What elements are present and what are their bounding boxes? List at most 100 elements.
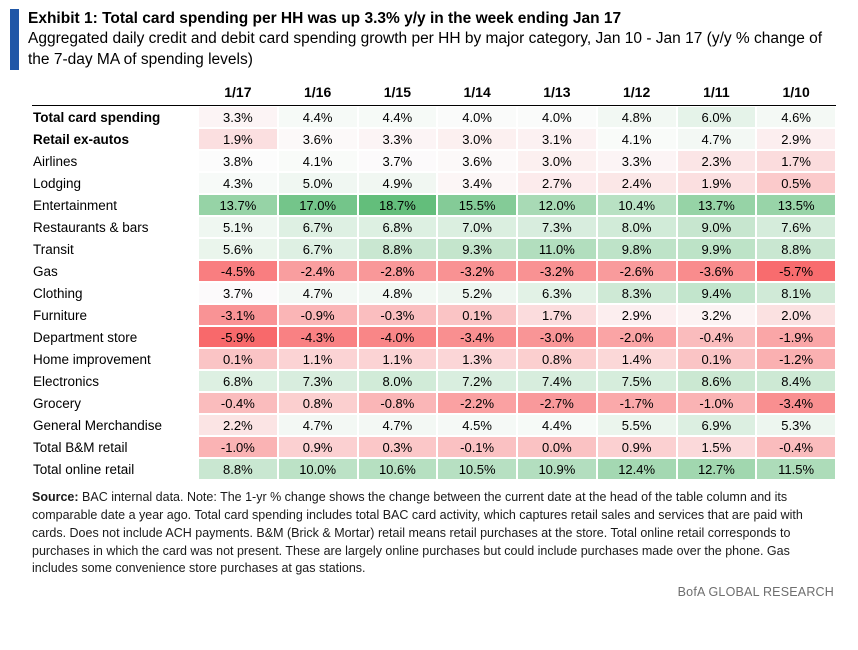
column-header: 1/15 <box>383 84 411 101</box>
column-header: 1/17 <box>224 84 252 101</box>
value-cell: 7.3% <box>278 371 357 392</box>
value-cell: 13.7% <box>677 195 756 216</box>
value-cell: 4.0% <box>518 107 596 128</box>
value-cell: -0.3% <box>358 305 437 326</box>
table-row: Total online retail 8.8% 10.0% 10.6% 10.5% 10… <box>32 458 836 480</box>
value-cell: 12.4% <box>597 459 676 480</box>
table-row: Entertainment 13.7% 17.0% 18.7% 15.5% 12.0% 10… <box>32 194 836 216</box>
value-cell: -1.0% <box>677 393 756 414</box>
column-header: 1/10 <box>782 84 810 101</box>
value-cell: 4.7% <box>677 129 756 150</box>
corner-cell <box>32 80 198 105</box>
value-cell: 0.1% <box>677 349 756 370</box>
value-cell: 9.3% <box>438 239 516 260</box>
value-cell: 10.4% <box>597 195 676 216</box>
value-cell: 2.9% <box>757 129 835 150</box>
value-cell: 3.7% <box>358 151 437 172</box>
column-header: 1/11 <box>703 84 730 101</box>
value-cell: 0.8% <box>278 393 357 414</box>
column-header: 1/14 <box>463 84 491 101</box>
source-label: Source: <box>32 490 79 505</box>
value-cell: 9.9% <box>677 239 756 260</box>
value-cell: 6.0% <box>677 107 756 128</box>
value-cell: 2.9% <box>597 305 676 326</box>
table-row: Transit 5.6% 6.7% 8.8% 9.3% 11.0% 9.8% 9.9% 8.8% <box>32 238 836 260</box>
value-cell: 7.5% <box>597 371 676 392</box>
value-cell: 8.0% <box>358 371 437 392</box>
value-cell: -1.9% <box>757 327 835 348</box>
value-cell: 9.4% <box>677 283 756 304</box>
value-cell: 4.7% <box>358 415 437 436</box>
table-row: Total card spending 3.3% 4.4% 4.4% 4.0% 4.0% 4… <box>32 106 836 128</box>
value-cell: 4.8% <box>358 283 437 304</box>
value-cell: 5.6% <box>199 239 277 260</box>
value-cell: -4.3% <box>278 327 357 348</box>
table-row: Retail ex-autos 1.9% 3.6% 3.3% 3.0% 3.1% 4.1% 4… <box>32 128 836 150</box>
value-cell: -2.7% <box>518 393 596 414</box>
table-row: Lodging 4.3% 5.0% 4.9% 3.4% 2.7% 2.4% 1.9% 0.5% <box>32 172 836 194</box>
brand-mark: BofA GLOBAL RESEARCH <box>677 585 834 600</box>
table-row: Furniture -3.1% -0.9% -0.3% 0.1% 1.7% 2.9% 3.2%… <box>32 304 836 326</box>
value-cell: -0.9% <box>278 305 357 326</box>
value-cell: 4.1% <box>597 129 676 150</box>
row-label: Airlines <box>33 154 78 170</box>
value-cell: 3.0% <box>518 151 596 172</box>
value-cell: 6.9% <box>677 415 756 436</box>
value-cell: 5.2% <box>438 283 516 304</box>
value-cell: 7.3% <box>518 217 596 238</box>
value-cell: -0.1% <box>438 437 516 458</box>
value-cell: -2.0% <box>597 327 676 348</box>
row-label: Gas <box>33 264 58 280</box>
value-cell: 10.0% <box>278 459 357 480</box>
value-cell: 1.9% <box>677 173 756 194</box>
exhibit-accent-bar <box>10 9 19 71</box>
row-label: Furniture <box>33 308 88 324</box>
value-cell: 12.0% <box>518 195 596 216</box>
row-label: Electronics <box>33 374 100 390</box>
value-cell: 1.3% <box>438 349 516 370</box>
table-row: Total B&M retail -1.0% 0.9% 0.3% -0.1% 0.0% 0.… <box>32 436 836 458</box>
table-header: 1/17 1/16 1/15 1/14 1/13 1/12 1/11 1/10 <box>32 80 836 107</box>
exhibit-header: Exhibit 1: Total card spending per HH wa… <box>10 9 844 71</box>
value-cell: -0.8% <box>358 393 437 414</box>
value-cell: 2.2% <box>199 415 277 436</box>
row-label: Total B&M retail <box>33 440 128 456</box>
row-label: Transit <box>33 242 74 258</box>
value-cell: 1.1% <box>278 349 357 370</box>
value-cell: 3.3% <box>597 151 676 172</box>
value-cell: 6.8% <box>358 217 437 238</box>
value-cell: -4.0% <box>358 327 437 348</box>
value-cell: -0.4% <box>677 327 756 348</box>
row-label: Clothing <box>33 286 83 302</box>
value-cell: 4.4% <box>518 415 596 436</box>
exhibit-title: Exhibit 1: Total card spending per HH wa… <box>28 10 622 27</box>
value-cell: 3.0% <box>438 129 516 150</box>
value-cell: 0.9% <box>597 437 676 458</box>
row-label: Restaurants & bars <box>33 220 149 236</box>
value-cell: -1.2% <box>757 349 835 370</box>
value-cell: 0.3% <box>358 437 437 458</box>
value-cell: 3.1% <box>518 129 596 150</box>
value-cell: -2.8% <box>358 261 437 282</box>
table-row: Clothing 3.7% 4.7% 4.8% 5.2% 6.3% 8.3% 9.4% 8.1% <box>32 282 836 304</box>
value-cell: -3.6% <box>677 261 756 282</box>
value-cell: 1.7% <box>757 151 835 172</box>
value-cell: 6.8% <box>199 371 277 392</box>
spending-heatmap-table: 1/17 1/16 1/15 1/14 1/13 1/12 1/11 1/10 Total c… <box>32 80 836 480</box>
value-cell: 5.3% <box>757 415 835 436</box>
value-cell: 4.4% <box>358 107 437 128</box>
row-label: General Merchandise <box>33 418 163 434</box>
value-cell: 7.2% <box>438 371 516 392</box>
value-cell: 3.7% <box>199 283 277 304</box>
value-cell: -1.7% <box>597 393 676 414</box>
value-cell: 0.8% <box>518 349 596 370</box>
value-cell: 8.8% <box>358 239 437 260</box>
value-cell: 15.5% <box>438 195 516 216</box>
value-cell: 12.7% <box>677 459 756 480</box>
value-cell: 11.0% <box>518 239 596 260</box>
value-cell: 8.6% <box>677 371 756 392</box>
value-cell: 4.0% <box>438 107 516 128</box>
table-row: Home improvement 0.1% 1.1% 1.1% 1.3% 0.8% 1.4%… <box>32 348 836 370</box>
value-cell: -3.0% <box>518 327 596 348</box>
row-label: Home improvement <box>33 352 151 368</box>
